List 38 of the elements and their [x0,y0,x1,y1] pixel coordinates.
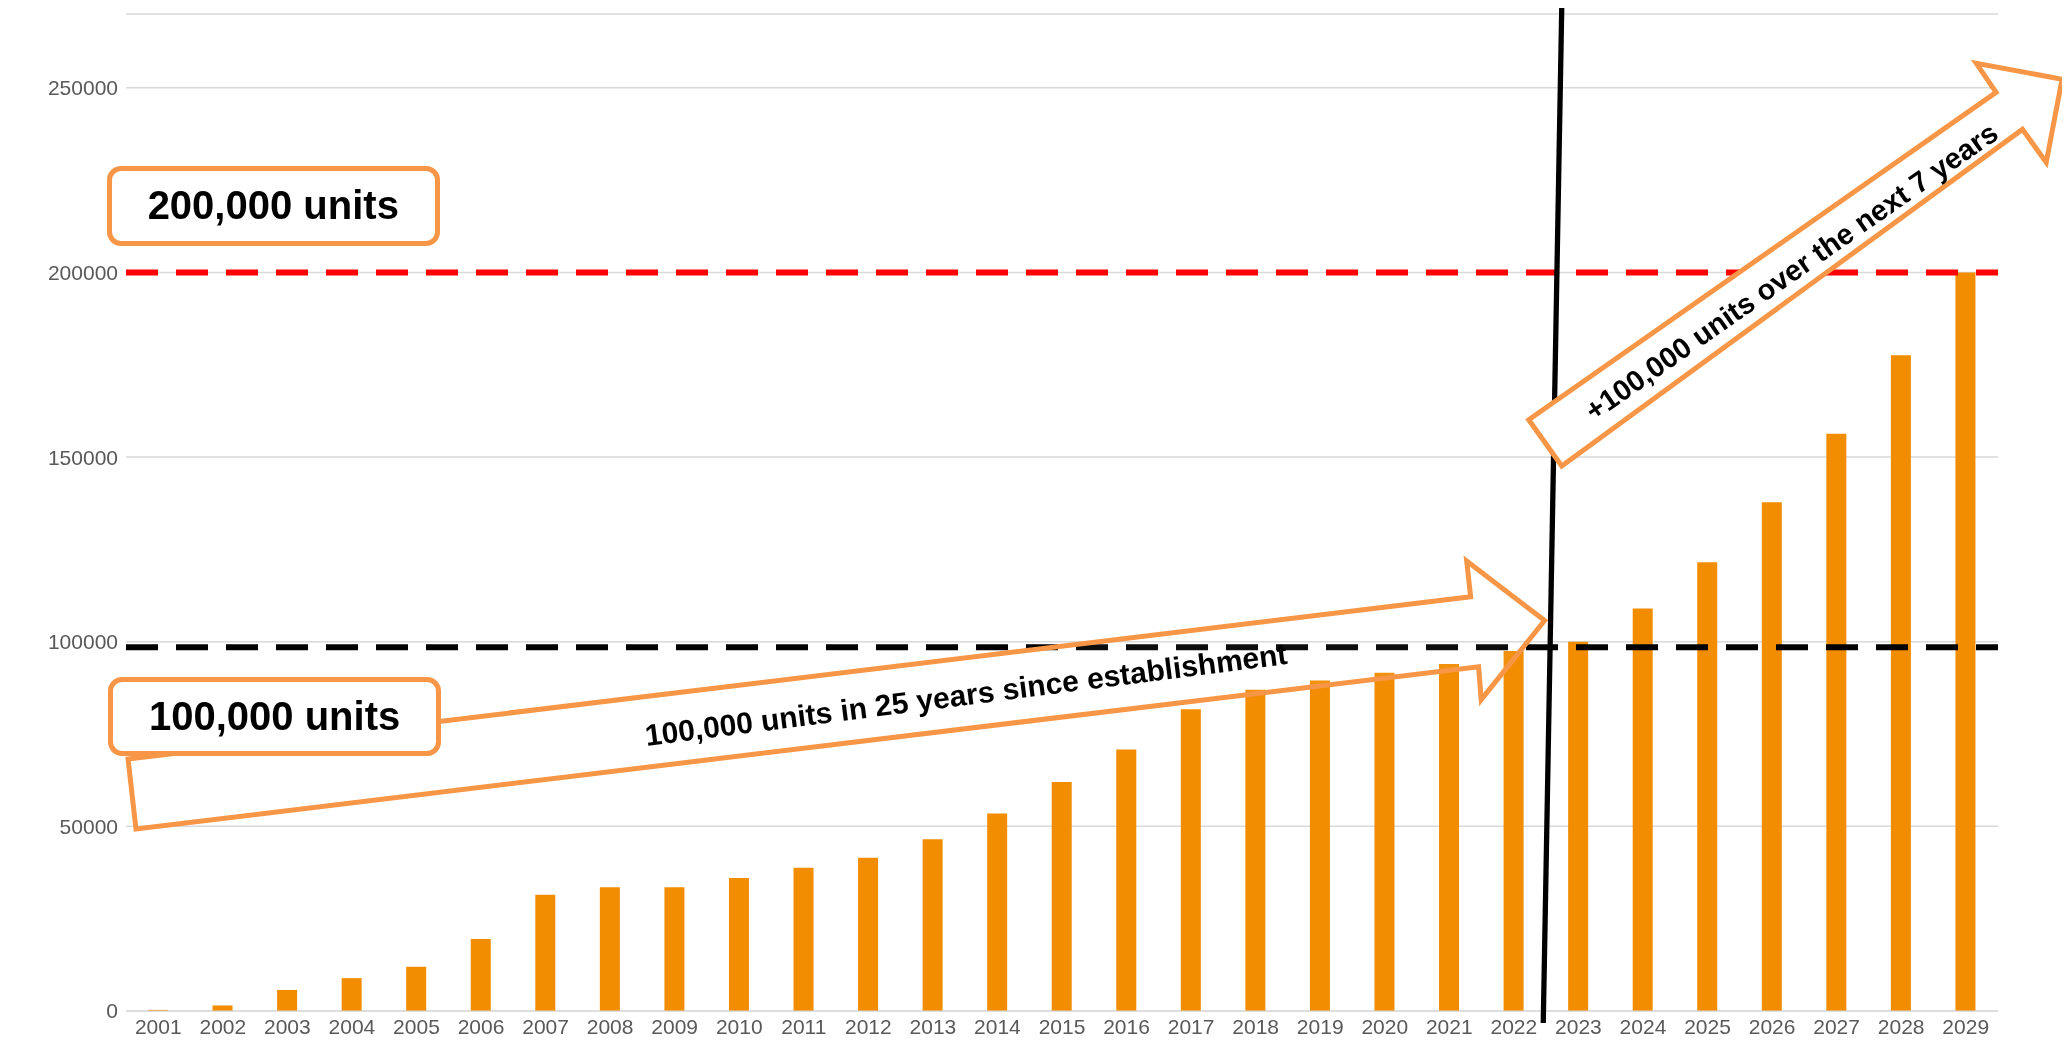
x-tick-label: 2006 [457,1014,505,1038]
x-tick-label: 2016 [1103,1014,1150,1038]
x-tick-label: 2007 [522,1014,569,1038]
x-tick-label: 2015 [1038,1014,1086,1038]
x-tick-label: 2008 [586,1014,634,1038]
x-tick-label: 2020 [1361,1014,1409,1038]
x-tick-label: 2022 [1490,1014,1538,1038]
y-tick-label: 0 [106,999,118,1023]
x-tick-label: 2010 [715,1014,763,1038]
x-tick-label: 2018 [1232,1014,1280,1038]
annotation: 200,000 units [106,166,440,246]
x-tick-label: 2025 [1684,1014,1731,1038]
x-tick-label: 2026 [1748,1014,1796,1038]
x-tick-label: 2023 [1555,1014,1602,1038]
x-tick-label: 2017 [1167,1014,1215,1038]
x-tick-label: 2011 [781,1014,827,1038]
x-tick-label: 2024 [1619,1014,1667,1038]
x-tick-label: 2027 [1813,1014,1860,1038]
x-tick-label: 2003 [264,1014,311,1038]
y-tick-label: 100000 [47,630,118,654]
x-tick-label: 2012 [844,1014,892,1038]
x-tick-label: 2005 [393,1014,440,1038]
x-tick-label: 2029 [1942,1014,1990,1038]
x-tick-label: 2028 [1877,1014,1925,1038]
annotation: 100,000 units in 25 years since establishment [643,637,1289,752]
x-tick-label: 2013 [909,1014,957,1038]
annotation: 100,000 units [108,677,441,757]
x-tick-label: 2001 [134,1014,182,1038]
x-tick-label: 2002 [199,1014,247,1038]
x-tick-label: 2021 [1425,1014,1473,1038]
y-tick-label: 50000 [59,814,118,838]
y-tick-label: 150000 [47,445,118,469]
x-tick-label: 2019 [1296,1014,1344,1038]
x-tick-label: 2004 [328,1014,376,1038]
y-tick-label: 250000 [47,76,118,100]
x-tick-label: 2014 [974,1014,1022,1038]
y-tick-label: 200000 [47,260,118,284]
x-tick-label: 2009 [651,1014,699,1038]
